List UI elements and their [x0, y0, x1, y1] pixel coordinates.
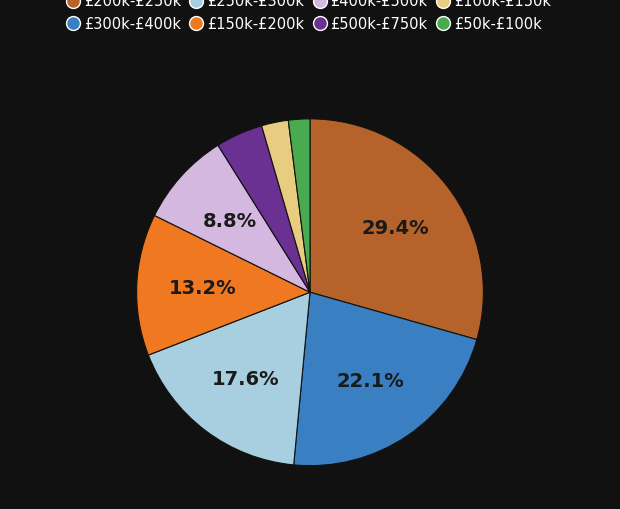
Wedge shape [294, 293, 477, 466]
Wedge shape [218, 127, 310, 293]
Text: 29.4%: 29.4% [362, 218, 430, 238]
Wedge shape [136, 216, 310, 355]
Wedge shape [262, 121, 310, 293]
Text: 8.8%: 8.8% [203, 211, 257, 230]
Wedge shape [148, 293, 310, 465]
Wedge shape [310, 120, 484, 340]
Legend: £200k-£250k, £300k-£400k, £250k-£300k, £150k-£200k, £400k-£500k, £500k-£750k, £1: £200k-£250k, £300k-£400k, £250k-£300k, £… [63, 0, 557, 37]
Wedge shape [288, 120, 310, 293]
Text: 22.1%: 22.1% [337, 372, 405, 391]
Wedge shape [154, 146, 310, 293]
Text: 17.6%: 17.6% [211, 369, 279, 388]
Text: 13.2%: 13.2% [169, 278, 236, 297]
